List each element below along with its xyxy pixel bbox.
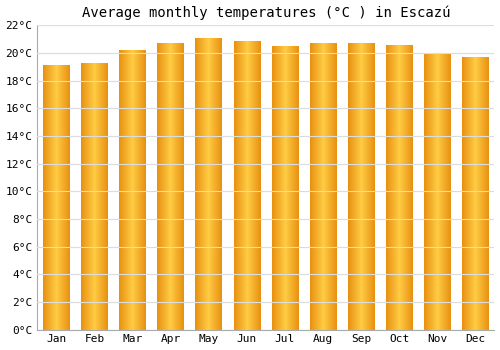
Title: Average monthly temperatures (°C ) in Escazú: Average monthly temperatures (°C ) in Es… <box>82 6 450 20</box>
